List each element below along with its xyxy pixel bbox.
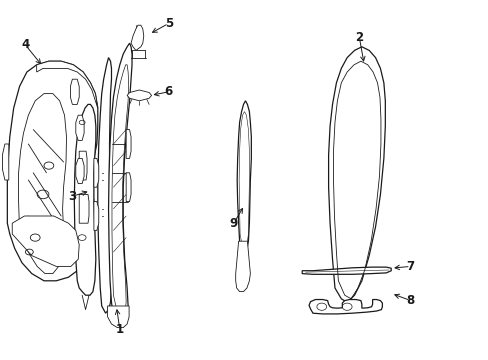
Polygon shape [235,241,250,292]
Polygon shape [98,58,111,313]
Polygon shape [79,194,89,223]
Text: 2: 2 [355,31,363,44]
Polygon shape [131,25,143,50]
Polygon shape [94,202,99,230]
Text: 8: 8 [406,294,414,307]
Polygon shape [302,267,390,274]
Polygon shape [74,104,96,295]
Text: 4: 4 [21,39,29,51]
Polygon shape [37,61,98,108]
Text: 7: 7 [406,260,414,273]
Polygon shape [127,90,151,101]
Polygon shape [70,79,79,104]
Polygon shape [126,173,131,202]
Text: 1: 1 [116,323,123,336]
Polygon shape [107,306,129,328]
Polygon shape [19,94,66,274]
Polygon shape [76,158,84,184]
Polygon shape [79,151,87,180]
Polygon shape [12,216,79,266]
Polygon shape [7,61,98,281]
Polygon shape [126,130,131,158]
Text: 6: 6 [164,85,172,98]
Polygon shape [328,47,385,302]
Polygon shape [108,43,132,320]
Text: 3: 3 [68,190,76,203]
Text: 5: 5 [164,17,172,30]
Polygon shape [308,300,382,314]
Polygon shape [94,158,99,187]
Polygon shape [2,144,9,180]
Polygon shape [76,115,84,140]
Text: 9: 9 [229,217,237,230]
Polygon shape [237,101,251,256]
